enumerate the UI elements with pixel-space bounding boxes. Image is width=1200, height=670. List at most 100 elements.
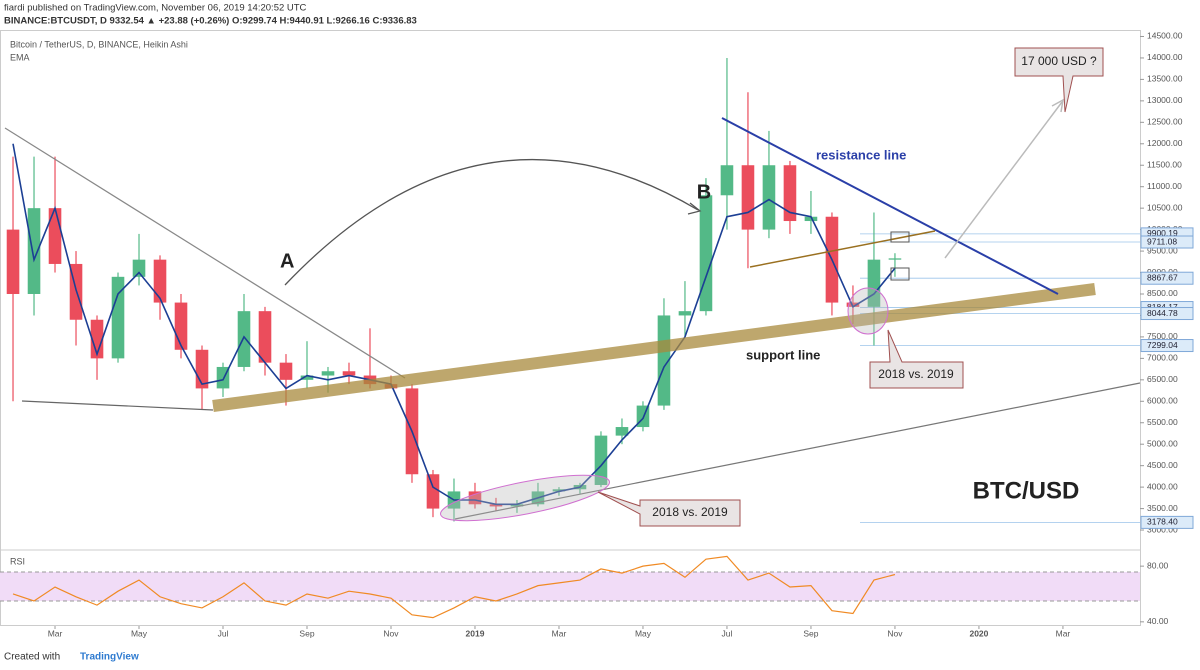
x-tick-label: Jul <box>722 628 733 638</box>
y-tick-label: 4500.00 <box>1147 460 1178 470</box>
candle-body <box>552 489 566 492</box>
x-tick-label: May <box>131 628 148 638</box>
candle-body <box>720 165 734 196</box>
x-tick-label: Mar <box>1056 628 1071 638</box>
marker-box <box>890 267 910 281</box>
price-label: 3178.40 <box>1147 517 1178 527</box>
y-tick-label: 14000.00 <box>1147 52 1183 62</box>
x-tick-label: 2020 <box>969 628 988 638</box>
candle-body <box>279 362 293 380</box>
candle-body <box>48 208 62 264</box>
y-tick-label: 8500.00 <box>1147 288 1178 298</box>
candle-body <box>27 208 41 294</box>
support-band <box>212 283 1096 412</box>
y-tick-label: 6500.00 <box>1147 374 1178 384</box>
candle-body <box>699 195 713 312</box>
x-tick-label: Jul <box>218 628 229 638</box>
x-tick-label: Mar <box>552 628 567 638</box>
marks <box>6 57 1140 523</box>
drawings <box>4 47 1141 527</box>
candle-body <box>594 435 608 485</box>
y-tick-label: 4000.00 <box>1147 481 1178 491</box>
callout <box>597 491 741 527</box>
candle-body <box>657 315 671 406</box>
resistance-line <box>721 117 1059 295</box>
x-tick-label: Mar <box>48 628 63 638</box>
y-tick-label: 14500.00 <box>1147 31 1183 41</box>
rsi-tick-label: 40.00 <box>1147 616 1169 626</box>
trend-line <box>454 382 1141 520</box>
price-label: 9900.19 <box>1147 228 1178 238</box>
candle-body <box>174 302 188 350</box>
y-tick-label: 7500.00 <box>1147 331 1178 341</box>
candle-body <box>678 311 692 316</box>
chart-frame <box>0 30 1141 626</box>
rsi-tick-label: 80.00 <box>1147 560 1169 570</box>
callout <box>869 329 964 389</box>
candle-body <box>888 258 902 260</box>
publisher: fiardi published on TradingView.com, Nov… <box>4 3 307 14</box>
ema-line <box>12 143 896 506</box>
callout <box>1014 47 1104 113</box>
trend-line <box>749 230 936 268</box>
highlight-ellipse <box>440 474 610 522</box>
price-label: 8044.78 <box>1147 308 1178 318</box>
candle-body <box>90 319 104 359</box>
y-tick-label: 12500.00 <box>1147 117 1183 127</box>
x-tick-label: Sep <box>803 628 818 638</box>
price-label-box <box>1140 235 1194 249</box>
price-label: 7299.04 <box>1147 340 1178 350</box>
highlight-ellipse <box>847 287 889 335</box>
annotation: support line <box>746 347 820 362</box>
annotation: BTC/USD <box>973 477 1080 504</box>
candle-body <box>132 259 146 277</box>
price-label: 9711.08 <box>1147 236 1177 246</box>
annotation: 2018 vs. 2019 <box>878 367 954 381</box>
candle-body <box>762 165 776 230</box>
trend-line <box>4 127 406 379</box>
candle-body <box>153 259 167 303</box>
series-legend: Bitcoin / TetherUS, D, BINANCE, Heikin A… <box>10 39 188 49</box>
symbol-line: BINANCE:BTCUSDT, D 9332.54 ▲ +23.88 (+0.… <box>4 16 417 27</box>
marker-box <box>890 231 910 243</box>
candle-body <box>237 311 251 367</box>
arc-arrow <box>284 158 699 286</box>
rsi-legend: RSI <box>10 556 25 566</box>
y-tick-label: 5500.00 <box>1147 417 1178 427</box>
candle-body <box>321 371 335 376</box>
candle-body <box>615 427 629 436</box>
y-tick-label: 7000.00 <box>1147 353 1178 363</box>
annotation: B <box>697 181 711 203</box>
y-tick-label: 5000.00 <box>1147 438 1178 448</box>
candle-body <box>342 371 356 376</box>
rsi-line <box>12 555 896 619</box>
y-tick-label: 6000.00 <box>1147 396 1178 406</box>
x-tick-label: Nov <box>887 628 903 638</box>
candle-body <box>258 311 272 363</box>
price-label-box <box>1140 339 1194 353</box>
y-tick-label: 11500.00 <box>1147 159 1182 169</box>
candle-body <box>489 504 503 507</box>
candle-body <box>300 375 314 380</box>
annotation: A <box>280 250 294 272</box>
y-tick-label: 3500.00 <box>1147 503 1178 513</box>
x-tick-label: Nov <box>383 628 399 638</box>
y-tick-label: 3000.00 <box>1147 524 1178 534</box>
price-label-box <box>1140 307 1194 321</box>
rsi-band <box>0 572 1140 601</box>
price-label: 8184.17 <box>1147 302 1178 312</box>
price-label-box <box>1140 515 1194 529</box>
x-tick-label: May <box>635 628 652 638</box>
annotation: resistance line <box>816 147 906 162</box>
candle-body <box>783 165 797 222</box>
y-tick-label: 10500.00 <box>1147 202 1183 212</box>
footer-text: Created with <box>4 652 60 663</box>
y-tick-label: 13000.00 <box>1147 95 1183 105</box>
candle-body <box>6 229 20 294</box>
footer-brand: TradingView <box>80 652 139 663</box>
y-tick-label: 9500.00 <box>1147 245 1178 255</box>
ema-legend: EMA <box>10 52 30 62</box>
candle-body <box>804 216 818 222</box>
y-tick-label: 11000.00 <box>1147 181 1182 191</box>
